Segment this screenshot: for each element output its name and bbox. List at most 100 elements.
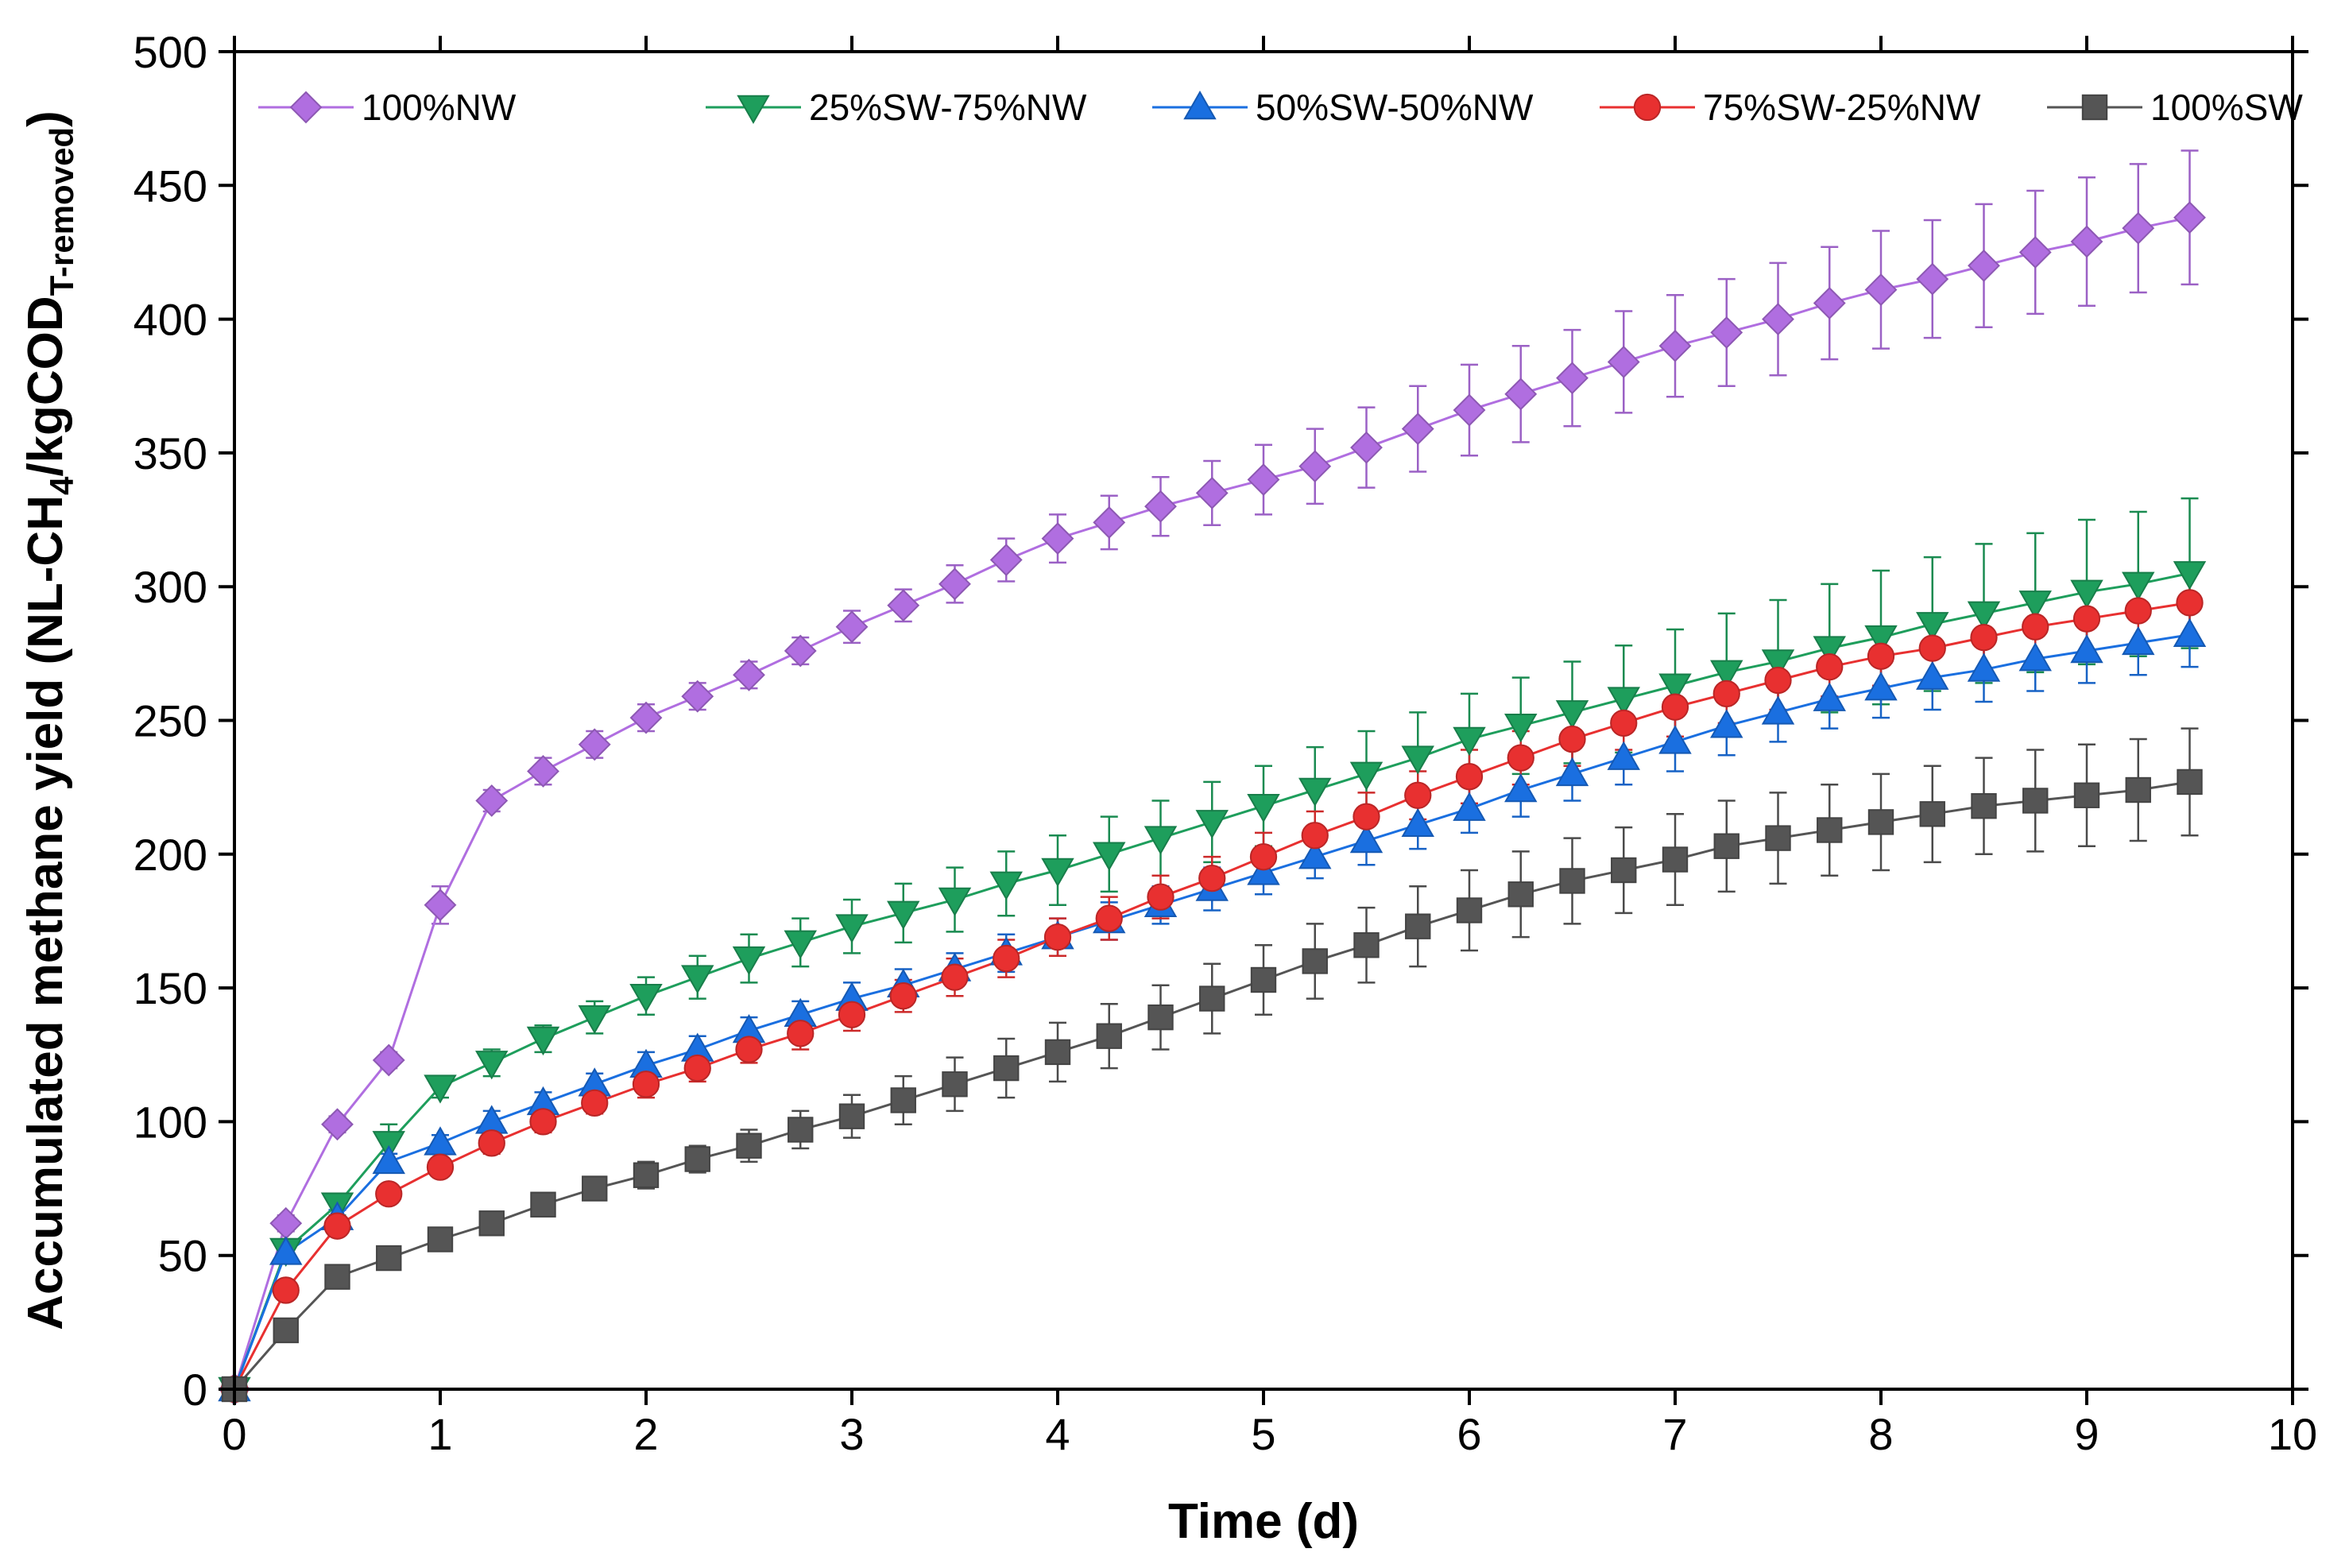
data-point [1658,329,1692,362]
data-point [1147,883,1174,911]
data-point [989,871,1023,900]
y-axis-title: Accumulated methane yield (NL-CH4/kgCODT… [18,110,80,1330]
x-tick-label: 0 [222,1409,246,1459]
x-tick-label: 2 [633,1409,658,1459]
data-point [1710,709,1743,738]
data-point [427,1226,454,1252]
legend-label: 75%SW-25%NW [1703,87,1981,128]
data-point [426,1153,455,1181]
data-point [1353,803,1380,830]
data-point [838,1103,865,1129]
data-point [530,1191,556,1218]
data-point [1301,822,1329,850]
x-tick-label: 6 [1457,1409,1481,1459]
data-point [1093,842,1126,871]
data-point [1967,601,2001,630]
data-point [684,1146,710,1172]
data-point [1662,846,1689,873]
y-tick-label: 150 [134,963,207,1013]
data-point [2176,589,2204,617]
y-tick-label: 0 [183,1365,207,1415]
data-point [1043,923,1072,951]
data-point [1762,303,1794,336]
data-point [1504,713,1538,743]
x-tick-label: 10 [2268,1409,2317,1459]
data-point [269,1236,303,1265]
data-point [1453,726,1486,757]
data-point [2018,590,2052,620]
data-point [578,1005,611,1035]
data-point [1607,741,1640,770]
data-point [1968,249,2000,282]
data-point [681,965,714,994]
legend-marker [2081,94,2108,121]
data-point [1864,625,1898,655]
data-point [938,887,972,917]
y-axis-title-sub2: T-removed [43,127,80,296]
y-tick-label: 350 [134,428,207,478]
data-point [1864,672,1898,701]
data-point [1455,763,1484,791]
data-point [1093,506,1126,539]
data-point [582,1175,608,1202]
data-point [272,1276,300,1304]
data-point [2173,618,2207,648]
data-point [1764,666,1792,695]
data-point [1349,823,1383,854]
data-point [632,1070,660,1098]
data-point [1816,653,1844,681]
data-point [835,610,869,644]
data-point [1918,634,1946,662]
legend-label: 50%SW-50%NW [1256,87,1534,128]
data-point [1456,897,1483,923]
data-point [2070,225,2103,258]
y-tick-label: 450 [134,161,207,211]
data-point [1559,868,1585,894]
data-point [2072,605,2101,633]
data-point [1967,652,2001,682]
data-point [887,900,920,930]
y-axis-title-mid: /kgCOD [18,296,73,476]
data-point [1247,463,1280,496]
data-point [1611,857,1637,884]
data-point [1298,450,1332,483]
data-point [424,889,457,922]
data-point [989,544,1023,576]
data-point [1919,801,1945,827]
data-point [581,1089,609,1117]
legend-marker [289,91,323,124]
y-axis: 0 50 100 150 200 250 300 350 400 450 500 [134,27,2308,1415]
data-point [736,1132,762,1159]
data-point [1353,932,1380,958]
data-point [1661,693,1689,721]
data-point [1147,1004,1174,1031]
data-point [324,1264,350,1290]
data-point [993,944,1020,973]
data-point [1658,673,1692,703]
data-point [1713,833,1739,859]
data-point [2070,633,2103,664]
data-point [372,1131,405,1160]
legend-marker [737,95,770,125]
data-point [2018,236,2052,269]
data-markers [218,201,2207,1407]
data-point [372,1043,405,1077]
data-point [887,589,920,622]
data-point [2022,788,2049,814]
data-point [1761,695,1795,725]
data-point [1453,393,1486,427]
legend-label: 25%SW-75%NW [809,87,1087,128]
data-point [424,1074,457,1104]
data-point [993,1055,1020,1082]
y-tick-label: 50 [158,1231,207,1281]
data-point [788,1117,814,1143]
data-point [938,567,971,601]
data-point [1864,273,1898,306]
data-point [784,634,817,668]
y-tick-label: 500 [134,27,207,77]
y-axis-title-end: ) [18,110,73,127]
legend-marker [1183,90,1217,120]
data-point [1404,781,1432,809]
data-point [1041,522,1074,556]
